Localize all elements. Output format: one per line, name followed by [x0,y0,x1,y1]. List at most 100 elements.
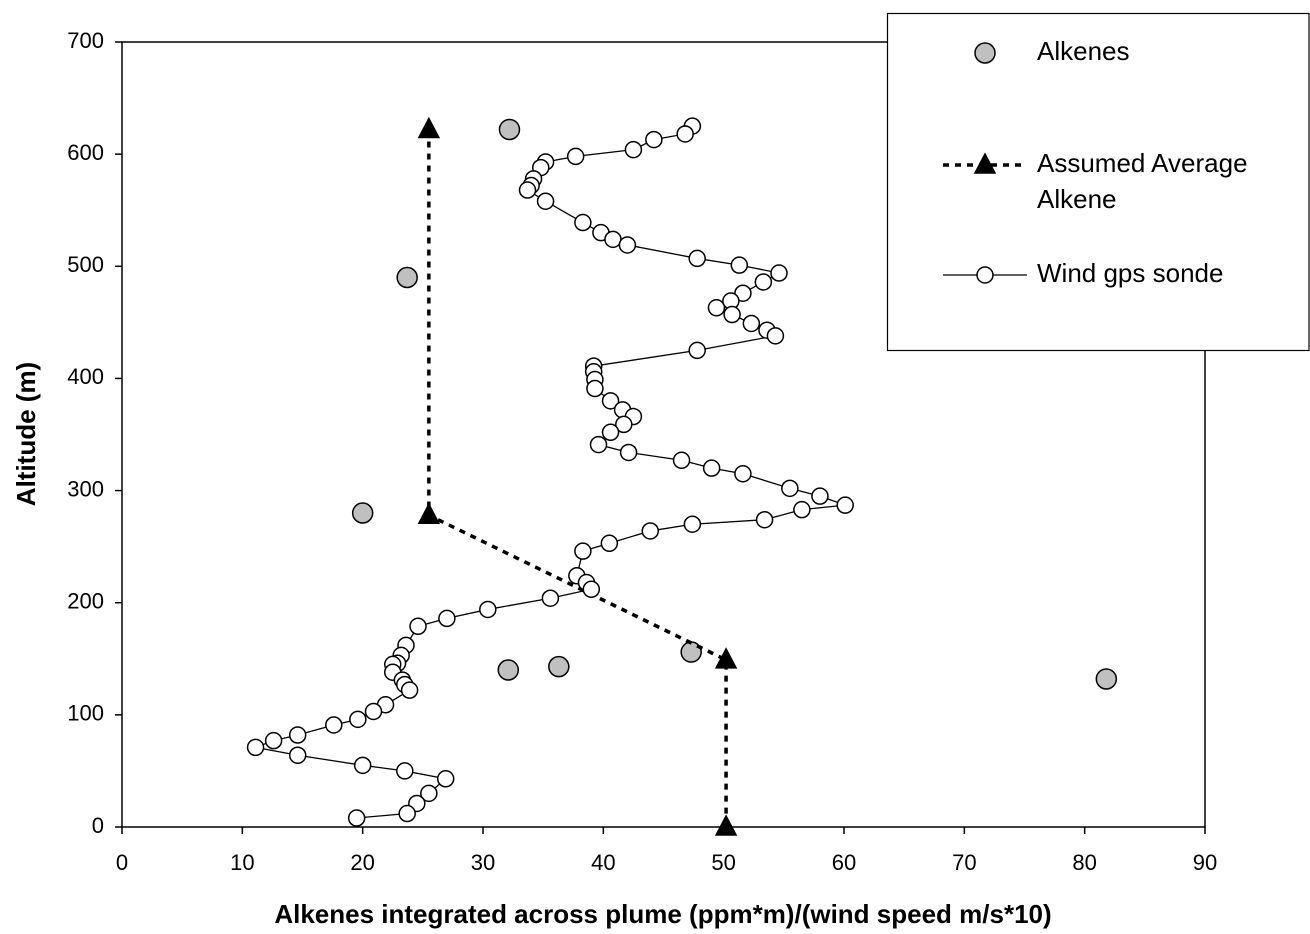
x-tick-label: 90 [1193,850,1217,875]
circle-marker [351,502,374,524]
y-tick-label: 300 [67,476,104,501]
circle-marker [742,314,761,333]
circle-marker [349,710,367,729]
y-tick-label: 400 [67,364,104,389]
circle-marker [766,327,785,345]
circle-marker [364,702,383,721]
triangle-marker [417,502,441,524]
triangle-marker [714,814,738,836]
x-tick-label: 0 [116,850,128,875]
circle-marker [836,496,854,514]
triangle-marker [417,116,441,139]
circle-marker [1095,668,1118,690]
circle-marker [645,130,663,149]
circle-marker [688,341,706,360]
circle-marker [574,213,592,232]
circle-marker [601,423,620,442]
circle-marker [600,534,619,553]
circle-marker [641,522,660,540]
x-tick-label: 20 [350,850,374,875]
y-tick-label: 500 [67,252,104,277]
legend-label: Wind gps sonde [1037,258,1223,288]
circle-marker [438,609,456,628]
circle-marker [723,305,741,324]
circle-marker [730,256,749,274]
legend-box [886,12,1310,352]
circle-marker [754,273,773,291]
circle-marker [288,746,307,764]
x-tick-label: 30 [471,850,495,875]
legend-label-line: Alkene [1037,184,1117,214]
circle-marker [398,804,416,823]
series-line [427,129,728,827]
circle-marker [497,659,520,681]
circle-marker [755,510,774,529]
circle-marker [566,147,585,166]
legend-label: Alkenes [1037,36,1130,66]
circle-marker [589,435,608,454]
y-tick-label: 100 [67,701,104,726]
series-line [253,125,846,819]
circle-marker [702,459,721,477]
circle-marker [672,451,691,470]
circle-marker [604,230,622,249]
x-tick-label: 60 [832,850,856,875]
circle-marker [676,125,694,143]
circle-marker [518,181,537,199]
y-tick-label: 700 [67,28,104,53]
circle-marker [734,465,752,483]
circle-marker [548,655,570,678]
circle-marker [536,192,555,210]
x-tick-label: 80 [1072,850,1096,875]
circle-marker [770,264,788,282]
circle-marker [618,236,637,254]
y-axis-title: Altitude (m) [11,362,41,506]
circle-marker [347,809,366,827]
circle-marker [396,762,414,780]
x-tick-label: 40 [591,850,615,875]
circle-marker [615,415,633,434]
circle-marker [974,42,996,64]
circle-marker [574,542,592,560]
circle-marker [624,140,643,159]
circle-marker [734,284,752,302]
circle-marker [436,770,455,788]
circle-marker [601,392,620,410]
y-tick-label: 600 [67,140,104,165]
legend-label-line: Assumed Average [1037,148,1255,178]
circle-marker [582,580,601,599]
y-tick-label: 200 [67,589,104,614]
x-axis-title: Alkenes integrated across plume (ppm*m)/… [274,899,1051,929]
legend-label: Assumed Average Alkene [1037,148,1255,214]
circle-marker [396,266,418,289]
circle-marker [409,617,427,636]
circle-marker [811,487,829,505]
plot-frame [121,41,1206,828]
circle-marker [976,266,994,284]
circle-marker [353,756,372,775]
circle-marker [793,500,811,519]
y-tick-label: 0 [92,813,104,838]
circle-marker [479,600,497,619]
circle-marker [688,249,706,268]
circle-marker [246,738,265,757]
circle-marker [683,515,702,533]
circle-marker [288,726,307,744]
x-tick-label: 10 [230,850,254,875]
circle-marker [707,299,726,317]
circle-marker [781,479,799,498]
circle-marker [541,589,560,607]
circle-marker [400,681,419,699]
circle-marker [420,784,438,803]
x-tick-label: 50 [711,850,735,875]
circle-marker [498,118,521,141]
circle-marker [325,716,343,734]
x-tick-label: 70 [952,850,976,875]
triangle-marker [973,152,997,174]
circle-marker [264,731,283,750]
circle-marker [586,379,604,398]
circle-marker [619,443,638,462]
triangle-marker [714,647,738,669]
